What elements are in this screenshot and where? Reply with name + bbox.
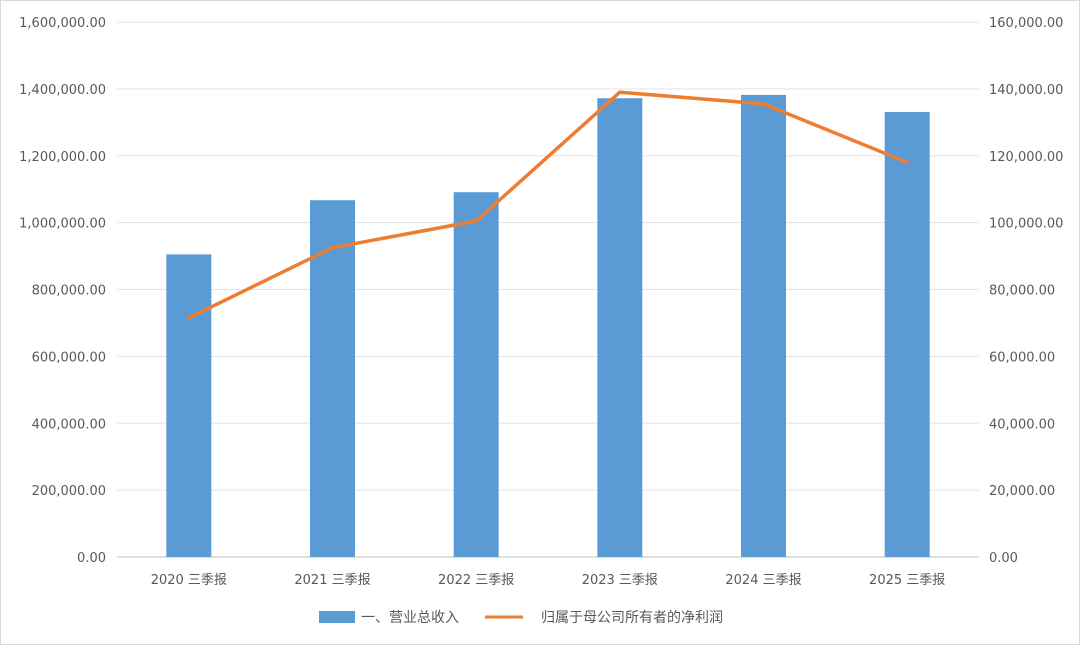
gridlines xyxy=(117,21,979,558)
bar-revenue xyxy=(310,200,355,558)
bar-revenue xyxy=(597,98,643,558)
category-label: 2021 三季报 xyxy=(294,573,370,588)
right-tick-label: 140,000.00 xyxy=(989,83,1063,98)
bar-series-revenue xyxy=(166,94,930,558)
bar-revenue xyxy=(166,254,212,557)
right-tick-label: 80,000.00 xyxy=(989,284,1055,299)
right-tick-label: 0.00 xyxy=(989,551,1018,566)
bar-revenue xyxy=(741,94,786,558)
legend-label-revenue: 一、营业总收入 xyxy=(361,610,459,626)
left-tick-label: 800,000.00 xyxy=(32,284,106,299)
bar-revenue xyxy=(453,192,499,557)
right-tick-label: 160,000.00 xyxy=(989,16,1063,31)
right-tick-label: 100,000.00 xyxy=(989,217,1063,232)
bar-revenue xyxy=(884,111,930,558)
left-tick-label: 200,000.00 xyxy=(32,484,106,499)
category-label: 2025 三季报 xyxy=(869,573,945,588)
right-tick-label: 40,000.00 xyxy=(989,417,1055,432)
category-label: 2020 三季报 xyxy=(151,573,227,588)
left-tick-label: 1,000,000.00 xyxy=(19,217,106,232)
category-label: 2023 三季报 xyxy=(582,573,658,588)
category-label: 2024 三季报 xyxy=(725,573,801,588)
left-tick-label: 1,400,000.00 xyxy=(19,83,106,98)
category-label: 2022 三季报 xyxy=(438,573,514,588)
right-tick-label: 60,000.00 xyxy=(989,350,1055,365)
left-tick-label: 0.00 xyxy=(77,551,106,566)
legend-swatch-revenue xyxy=(319,611,355,623)
line-series-net-profit xyxy=(187,90,909,320)
category-axis-labels: 2020 三季报 2021 三季报 2022 三季报 2023 三季报 2024 三季报… xyxy=(151,573,946,588)
left-axis-ticks: 0.00 200,000.00 400,000.00 600,000.00 800,00… xyxy=(19,16,106,566)
legend-label-net-profit: 归属于母公司所有者的净利润 xyxy=(541,609,723,626)
left-tick-label: 1,200,000.00 xyxy=(19,150,106,165)
right-tick-label: 120,000.00 xyxy=(989,150,1063,165)
left-tick-label: 600,000.00 xyxy=(32,350,106,365)
left-tick-label: 1,600,000.00 xyxy=(19,16,106,31)
legend: 一、营业总收入 归属于母公司所有者的净利润 xyxy=(319,609,723,626)
right-axis-ticks: 0.00 20,000.00 40,000.00 60,000.00 80,000.00… xyxy=(989,16,1063,566)
line-net-profit xyxy=(187,90,909,320)
left-tick-label: 400,000.00 xyxy=(32,417,106,432)
right-tick-label: 20,000.00 xyxy=(989,484,1055,499)
